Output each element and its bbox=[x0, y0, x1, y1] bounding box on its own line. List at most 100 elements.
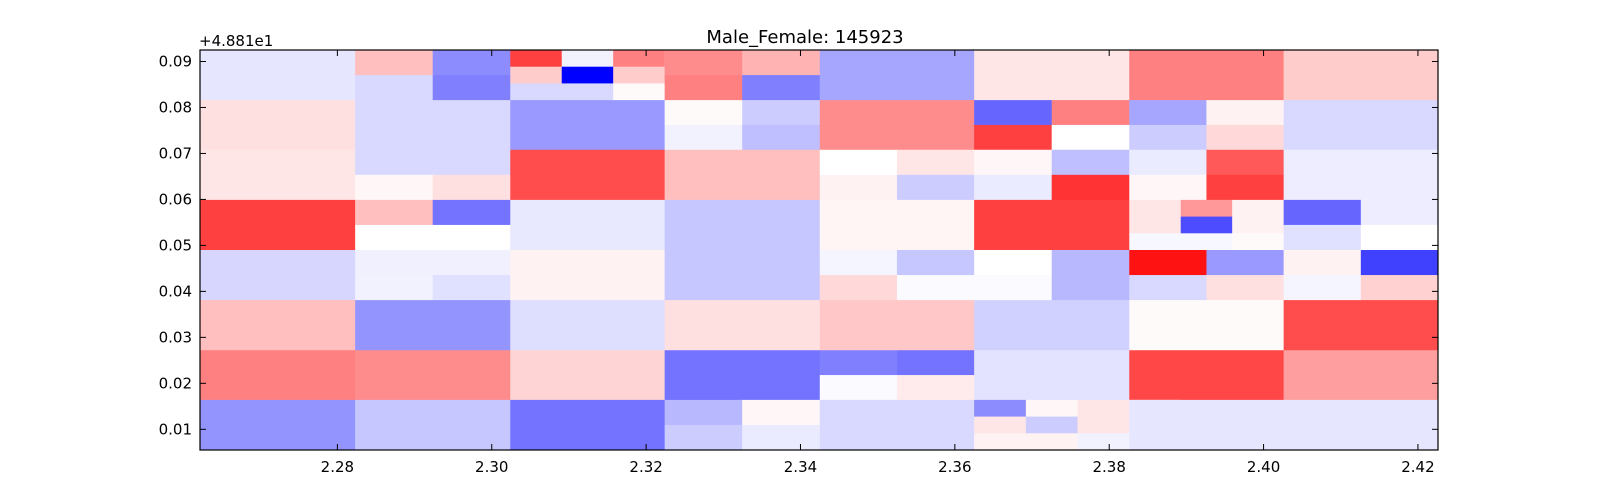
y-tick-label: 0.06 bbox=[159, 190, 192, 208]
heatmap-cell bbox=[974, 149, 1053, 176]
heatmap-cell bbox=[664, 199, 821, 251]
heatmap-cell bbox=[1360, 224, 1439, 251]
heatmap-cell bbox=[432, 174, 511, 201]
heatmap-cell bbox=[819, 375, 898, 401]
heatmap-cell bbox=[1283, 50, 1439, 101]
heatmap-cell bbox=[1206, 124, 1285, 151]
heatmap-cell bbox=[432, 199, 511, 226]
heatmap-cell bbox=[1180, 216, 1233, 234]
heatmap-cell bbox=[432, 149, 511, 176]
heatmap-cell bbox=[355, 174, 434, 201]
heatmap-cell bbox=[432, 50, 511, 76]
heatmap-cell bbox=[819, 100, 975, 151]
heatmap-cell bbox=[200, 399, 356, 451]
x-tick-label: 2.32 bbox=[629, 458, 662, 476]
heatmap-cell bbox=[510, 399, 666, 451]
heatmap-cell bbox=[355, 100, 511, 151]
heatmap-cell bbox=[613, 50, 666, 68]
heatmap-cell bbox=[664, 350, 821, 401]
heatmap-cell bbox=[974, 100, 1053, 126]
heatmap-cell bbox=[664, 399, 743, 426]
heatmap-cell bbox=[355, 149, 434, 176]
heatmap-cell bbox=[432, 250, 511, 276]
heatmap-cell bbox=[1232, 216, 1285, 234]
heatmap-cell bbox=[355, 224, 434, 251]
heatmap-cell bbox=[510, 250, 666, 301]
heatmap-cell bbox=[1232, 233, 1285, 251]
heatmap-cell bbox=[355, 399, 511, 451]
heatmap-cell bbox=[742, 75, 821, 101]
heatmap-cell bbox=[432, 224, 511, 251]
heatmap-cell bbox=[664, 50, 743, 76]
heatmap-cell bbox=[200, 250, 356, 301]
heatmap-cell bbox=[742, 399, 821, 426]
heatmap-cell bbox=[664, 149, 821, 201]
heatmap-cell bbox=[510, 199, 666, 251]
y-tick-label: 0.07 bbox=[159, 144, 192, 162]
heatmap-cell bbox=[974, 174, 1053, 201]
heatmap-cell bbox=[355, 50, 434, 76]
y-tick-label: 0.09 bbox=[159, 52, 192, 70]
heatmap-cell bbox=[896, 375, 975, 401]
heatmap-cell bbox=[742, 124, 821, 151]
heatmap-cell bbox=[1129, 124, 1207, 151]
heatmap-cell bbox=[1206, 174, 1285, 201]
heatmap-cell bbox=[200, 149, 356, 201]
heatmap-cell bbox=[1077, 416, 1130, 434]
heatmap-cell bbox=[742, 50, 821, 76]
x-tick-label: 2.28 bbox=[321, 458, 354, 476]
x-tick-label: 2.34 bbox=[784, 458, 817, 476]
heatmap-cell bbox=[561, 50, 614, 68]
heatmap-cell bbox=[1051, 174, 1130, 201]
x-tick-label: 2.30 bbox=[475, 458, 508, 476]
heatmap-cell bbox=[1206, 275, 1285, 301]
y-tick-label: 0.01 bbox=[159, 420, 192, 438]
heatmap-cell bbox=[819, 174, 898, 201]
heatmap-cell bbox=[896, 275, 975, 301]
heatmap-cell bbox=[1129, 399, 1285, 451]
heatmap-cell bbox=[1129, 50, 1285, 101]
heatmap-cell bbox=[200, 50, 356, 101]
heatmap-cell bbox=[510, 66, 563, 84]
heatmap-cell bbox=[1077, 433, 1130, 451]
heatmap-cell bbox=[1051, 124, 1130, 151]
heatmap-cell bbox=[355, 75, 434, 101]
x-tick-label: 2.42 bbox=[1401, 458, 1434, 476]
heatmap-cell bbox=[819, 50, 975, 101]
heatmap-cell bbox=[1180, 199, 1233, 217]
heatmap-cell bbox=[613, 66, 666, 84]
heatmap-cell bbox=[510, 149, 666, 201]
heatmap-cell bbox=[1077, 399, 1130, 417]
y-tick-label: 0.05 bbox=[159, 236, 192, 254]
heatmap-cell bbox=[819, 399, 975, 451]
x-tick-label: 2.40 bbox=[1247, 458, 1280, 476]
heatmap-cell bbox=[1360, 275, 1439, 301]
heatmap-cell bbox=[1206, 100, 1285, 126]
heatmap-cells bbox=[200, 50, 1439, 451]
heatmap-cell bbox=[200, 350, 356, 401]
heatmap-cell bbox=[355, 350, 511, 401]
heatmap-cell bbox=[200, 300, 356, 351]
heatmap-cell bbox=[1283, 250, 1362, 276]
heatmap-cell bbox=[974, 250, 1053, 276]
heatmap-cell bbox=[742, 424, 821, 451]
heatmap-cell bbox=[355, 300, 511, 351]
heatmap-cell bbox=[1283, 149, 1439, 201]
heatmap-cell bbox=[664, 424, 743, 451]
heatmap-cell bbox=[1232, 199, 1285, 217]
y-axis-offset-label: +4.881e1 bbox=[199, 32, 273, 50]
heatmap-cell bbox=[1283, 350, 1439, 401]
heatmap-cell bbox=[1283, 399, 1439, 451]
heatmap-cell bbox=[1283, 199, 1362, 226]
heatmap-cell bbox=[561, 66, 614, 84]
heatmap-cell bbox=[355, 275, 434, 301]
heatmap-cell bbox=[432, 75, 511, 101]
heatmap-cell bbox=[1129, 174, 1207, 201]
heatmap-cell bbox=[819, 350, 898, 376]
heatmap-cell bbox=[1051, 275, 1130, 301]
heatmap-cell bbox=[613, 83, 666, 101]
heatmap-cell bbox=[1129, 100, 1207, 126]
heatmap-cell bbox=[510, 50, 563, 68]
y-tick-label: 0.02 bbox=[159, 374, 192, 392]
